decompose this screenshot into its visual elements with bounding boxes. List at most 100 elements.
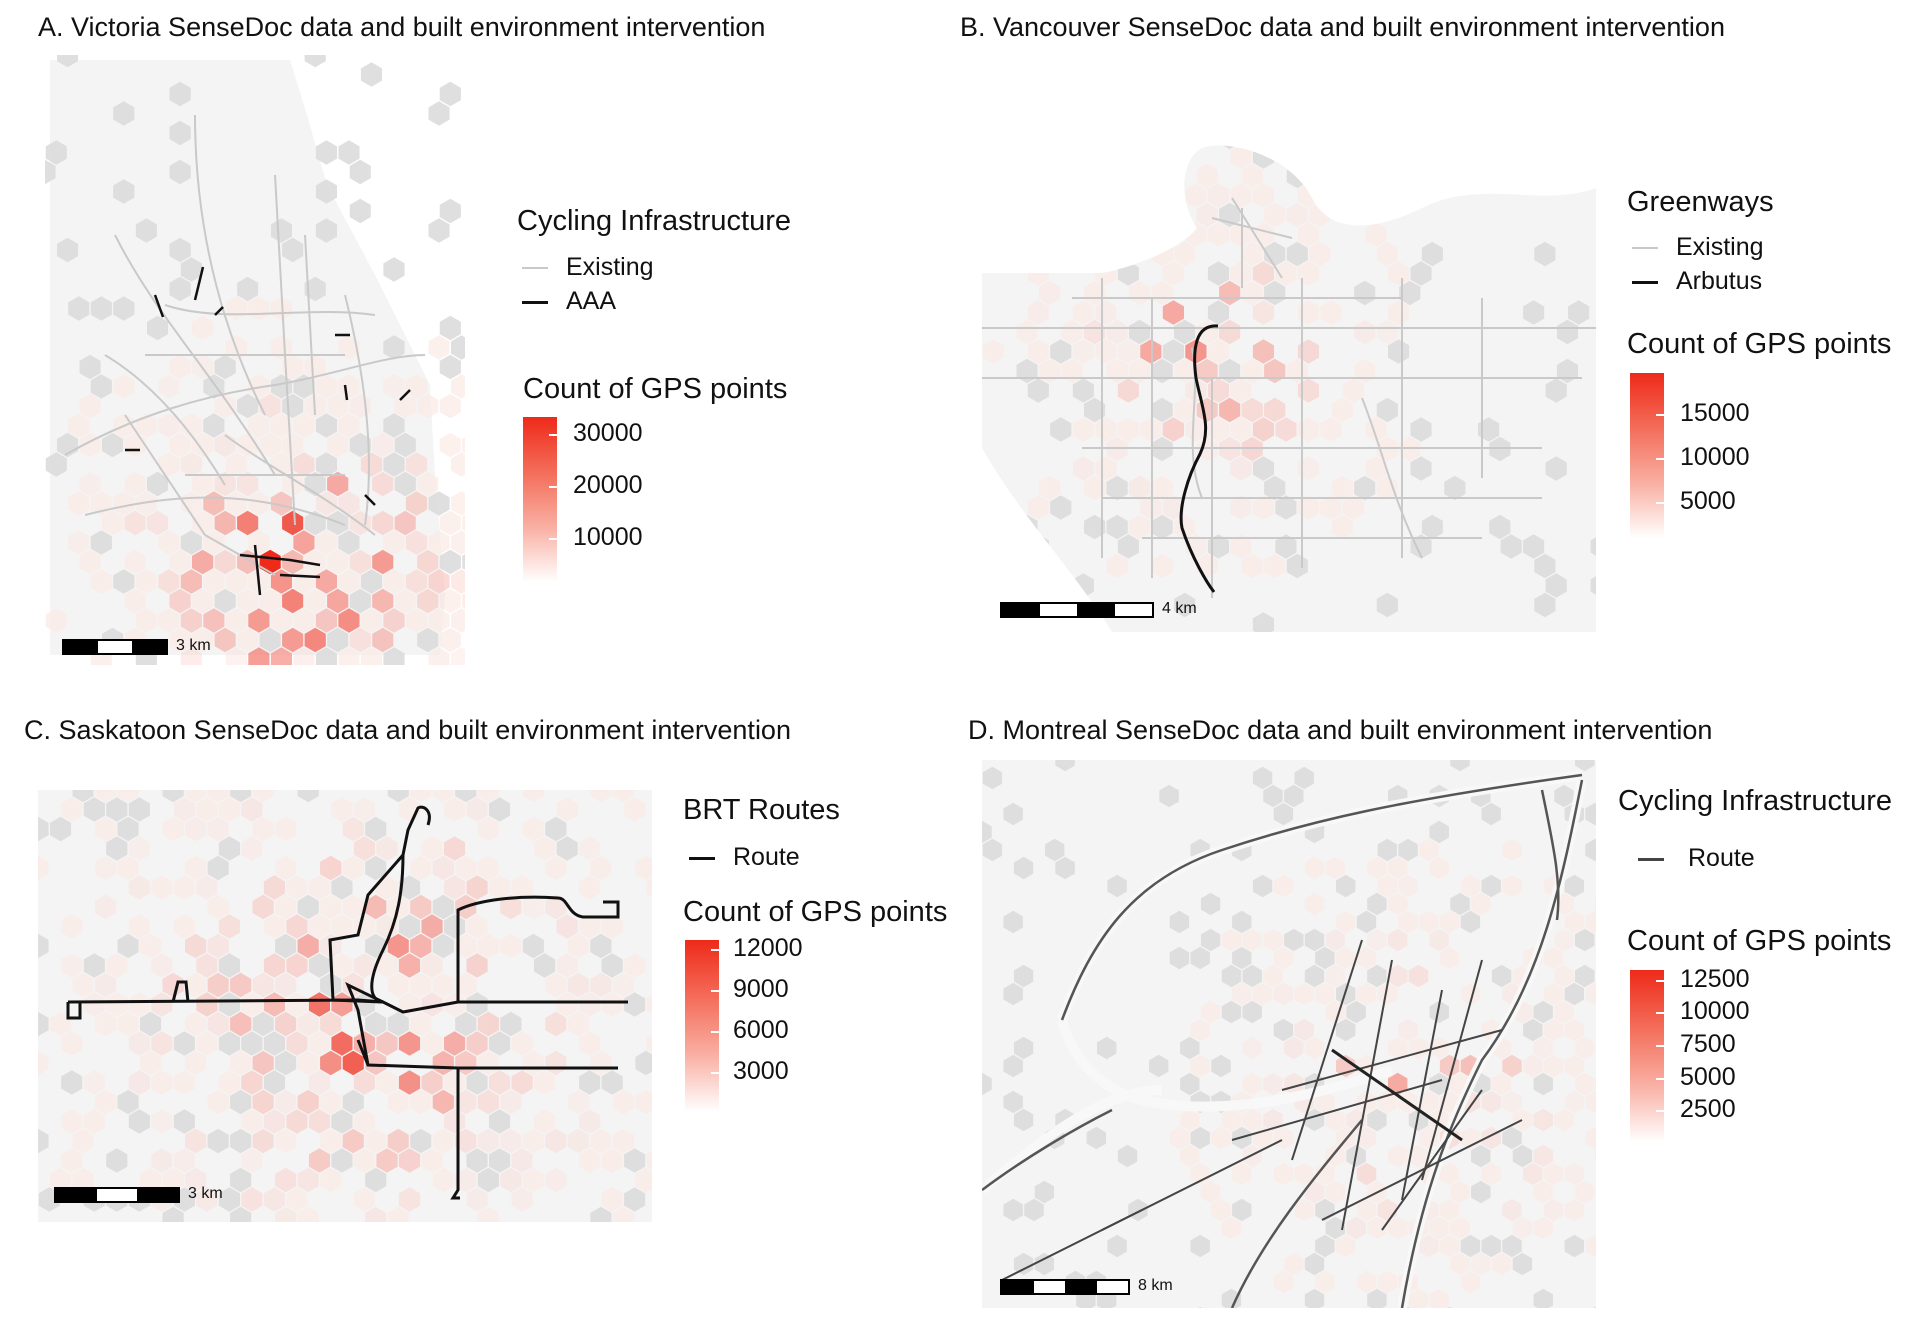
density-hex [173,914,195,939]
density-hex [315,179,337,204]
density-hex [327,627,349,653]
density-hex [1325,856,1345,880]
density-hex [1410,261,1432,286]
density-hex [545,816,567,842]
density-hex [455,933,477,959]
density-hex [169,159,191,185]
density-hex [383,374,405,399]
density-hex [331,914,353,939]
density-hex [1252,261,1274,286]
density-hex [1084,514,1106,540]
density-hex [304,627,326,653]
density-hex [1471,1144,1491,1168]
vancouver-map[interactable] [982,98,1596,632]
density-hex [1439,946,1460,970]
density-hex [1336,874,1356,898]
density-hex [455,1128,477,1154]
density-hex [169,432,191,458]
density-hex [61,1031,83,1056]
density-hex [1304,892,1325,916]
density-hex [185,1050,207,1076]
density-hex [1084,319,1106,345]
density-hex [1273,802,1294,826]
density-hex [410,972,432,998]
density-hex [270,491,292,516]
density-hex [421,914,443,939]
density-hex [489,875,511,900]
montreal-map[interactable] [982,760,1596,1308]
saskatoon-count-title: Count of GPS points [683,896,948,928]
density-hex [982,838,1003,862]
density-hex [1180,1108,1200,1132]
density-hex [173,1070,195,1095]
density-hex [1575,1072,1595,1096]
density-hex [230,972,252,998]
density-hex [1221,1288,1242,1308]
density-hex [135,569,157,594]
density-hex [57,237,79,263]
density-hex [259,627,281,653]
density-hex [1252,766,1273,790]
density-hex [113,296,135,321]
victoria-scale-bar [62,639,168,655]
montreal-rivers [982,770,1587,1308]
montreal-route-label: Route [1688,844,1755,872]
density-hex [1180,1036,1200,1060]
density-hex [1241,397,1263,423]
saskatoon-map[interactable] [38,790,652,1222]
density-hex [365,1050,387,1076]
density-hex [1106,475,1128,501]
density-hex [545,972,567,998]
density-hex [477,1128,499,1154]
density-hex [331,875,353,900]
tick-mark [549,434,557,436]
density-hex [1478,417,1500,442]
density-hex [444,797,466,822]
density-hex [466,992,488,1017]
density-hex [1151,397,1173,423]
density-hex [180,647,202,665]
density-hex [1377,874,1397,898]
density-hex [1564,1162,1584,1186]
density-hex [1200,1000,1221,1024]
density-hex [263,992,285,1017]
density-hex [1273,1018,1294,1042]
density-hex [1429,928,1449,952]
density-hex [477,790,499,803]
density-hex [113,491,135,516]
density-hex [308,1148,330,1173]
density-hex [511,1031,533,1056]
density-hex [196,1187,218,1212]
density-hex [466,1148,488,1173]
density-hex [1356,982,1377,1006]
density-hex [1502,1054,1522,1078]
density-hex [158,569,180,594]
vancouver-scale-label: 4 km [1162,600,1197,617]
density-hex [1190,1162,1210,1186]
density-hex [1304,928,1325,952]
victoria-map[interactable] [45,55,465,665]
density-hex [1512,1144,1533,1168]
density-hex [1376,592,1398,618]
density-hex [1523,1054,1543,1078]
vancouver-count-title: Count of GPS points [1627,328,1892,360]
density-hex [1061,319,1083,345]
density-hex [410,933,432,959]
victoria-count-title: Count of GPS points [523,373,788,405]
density-hex [173,875,195,900]
density-hex [320,855,342,881]
density-hex [428,491,450,516]
density-hex [1072,300,1094,325]
density-hex [387,933,409,959]
density-hex [579,1070,601,1095]
density-hex [1354,475,1376,501]
density-hex [1072,456,1094,481]
density-hex [124,471,146,497]
density-hex [522,790,544,803]
density-hex [173,797,195,822]
vancouver-tick-5000: 5000 [1680,487,1736,515]
density-hex [1491,1072,1512,1096]
density-hex [196,797,218,822]
density-hex [1342,378,1365,403]
density-hex [38,933,49,959]
